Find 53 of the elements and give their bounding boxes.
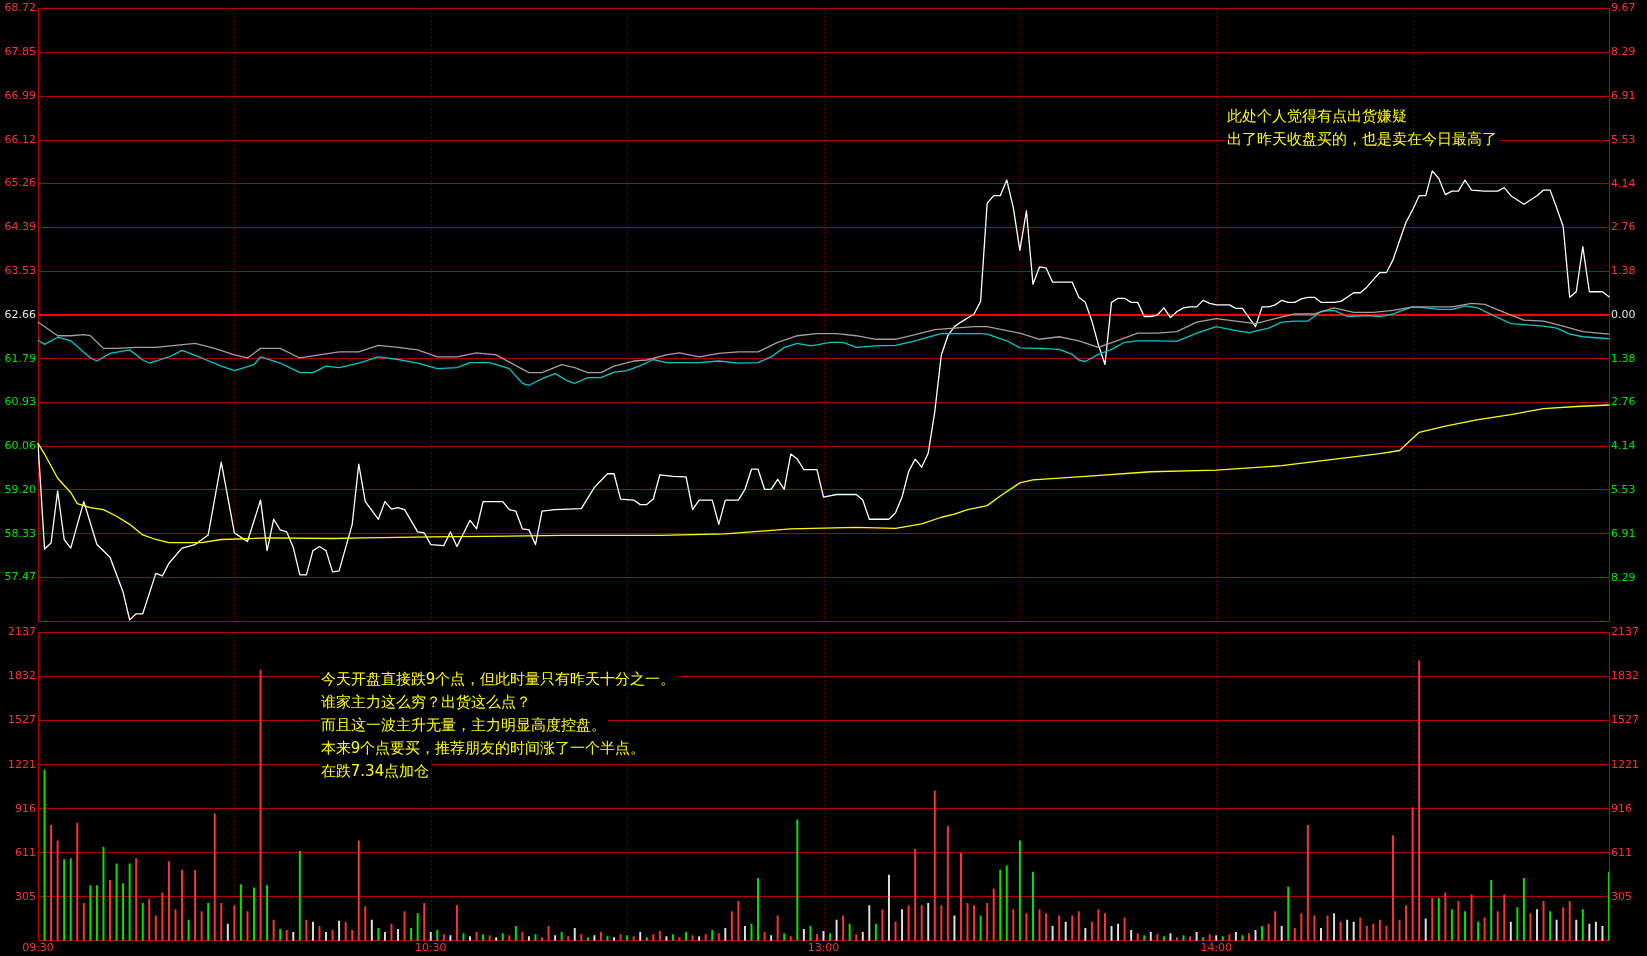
y2-tick-label: 1.38 bbox=[1611, 351, 1636, 365]
y-tick-label: 611 bbox=[15, 845, 36, 859]
y-tick-label: 66.99 bbox=[4, 88, 36, 102]
y-tick-label: 58.33 bbox=[4, 526, 36, 540]
y2-tick-label: 9.67 bbox=[1611, 1, 1636, 15]
y2-tick-label: 8.29 bbox=[1611, 570, 1636, 584]
y2-tick-label: 611 bbox=[1611, 845, 1632, 859]
y2-tick-label: 5.53 bbox=[1611, 132, 1636, 146]
x-tick-label: 09:30 bbox=[22, 941, 54, 955]
y2-tick-label: 6.91 bbox=[1611, 88, 1636, 102]
y2-tick-label: 916 bbox=[1611, 801, 1632, 815]
y-tick-label: 1832 bbox=[8, 669, 36, 683]
y2-tick-label: 8.29 bbox=[1611, 45, 1636, 59]
y-tick-label: 1221 bbox=[8, 757, 36, 771]
y-tick-label: 63.53 bbox=[4, 263, 36, 277]
y-tick-label: 1527 bbox=[8, 713, 36, 727]
y2-tick-label: 1832 bbox=[1611, 669, 1639, 683]
annotation: 谁家主力这么穷？出货这么点？ bbox=[320, 693, 531, 712]
y-tick-label: 60.06 bbox=[4, 439, 36, 453]
annotation: 本来9个点要买，推荐朋友的时间涨了一个半点。 bbox=[320, 739, 646, 758]
y-tick-label: 59.20 bbox=[4, 482, 36, 496]
y-tick-label: 305 bbox=[15, 889, 36, 903]
annotation: 出了昨天收盘买的，也是卖在今日最高了 bbox=[1227, 130, 1498, 149]
y-tick-label: 61.79 bbox=[4, 351, 36, 365]
annotation: 今天开盘直接跌9个点，但此时量只有昨天十分之一。 bbox=[320, 670, 676, 689]
y-tick-label: 66.12 bbox=[4, 132, 36, 146]
y2-tick-label: 4.14 bbox=[1611, 439, 1636, 453]
y2-tick-label: 2.76 bbox=[1611, 220, 1636, 234]
y-tick-label: 62.66 bbox=[4, 307, 36, 321]
y2-tick-label: 305 bbox=[1611, 889, 1632, 903]
y2-tick-label: 1221 bbox=[1611, 757, 1639, 771]
y2-tick-label: 1.38 bbox=[1611, 264, 1636, 278]
y-tick-label: 64.39 bbox=[4, 220, 36, 234]
annotation: 此处个人觉得有点出货嫌疑 bbox=[1227, 107, 1408, 126]
y-tick-label: 65.26 bbox=[4, 176, 36, 190]
y2-tick-label: 0.00 bbox=[1611, 307, 1636, 321]
y-tick-label: 916 bbox=[15, 801, 36, 815]
x-tick-label: 10:30 bbox=[414, 941, 447, 955]
annotation: 在跌7.34点加仓 bbox=[320, 762, 430, 781]
y2-tick-label: 1527 bbox=[1611, 713, 1639, 727]
x-tick-label: 14:00 bbox=[1200, 941, 1233, 955]
y-tick-label: 57.47 bbox=[4, 570, 36, 584]
y-tick-label: 67.85 bbox=[4, 45, 36, 59]
x-tick-label: 13:00 bbox=[807, 941, 840, 955]
annotation: 而且这一波主升无量，主力明显高度控盘。 bbox=[320, 716, 606, 735]
y-tick-label: 2137 bbox=[8, 625, 36, 639]
y2-tick-label: 4.14 bbox=[1611, 176, 1636, 190]
y2-tick-label: 2137 bbox=[1611, 625, 1639, 639]
y2-tick-label: 5.53 bbox=[1611, 483, 1636, 497]
y2-tick-label: 6.91 bbox=[1611, 526, 1636, 540]
y2-tick-label: 2.76 bbox=[1611, 395, 1636, 409]
y-tick-label: 68.72 bbox=[4, 1, 36, 15]
y-tick-label: 60.93 bbox=[4, 395, 36, 409]
